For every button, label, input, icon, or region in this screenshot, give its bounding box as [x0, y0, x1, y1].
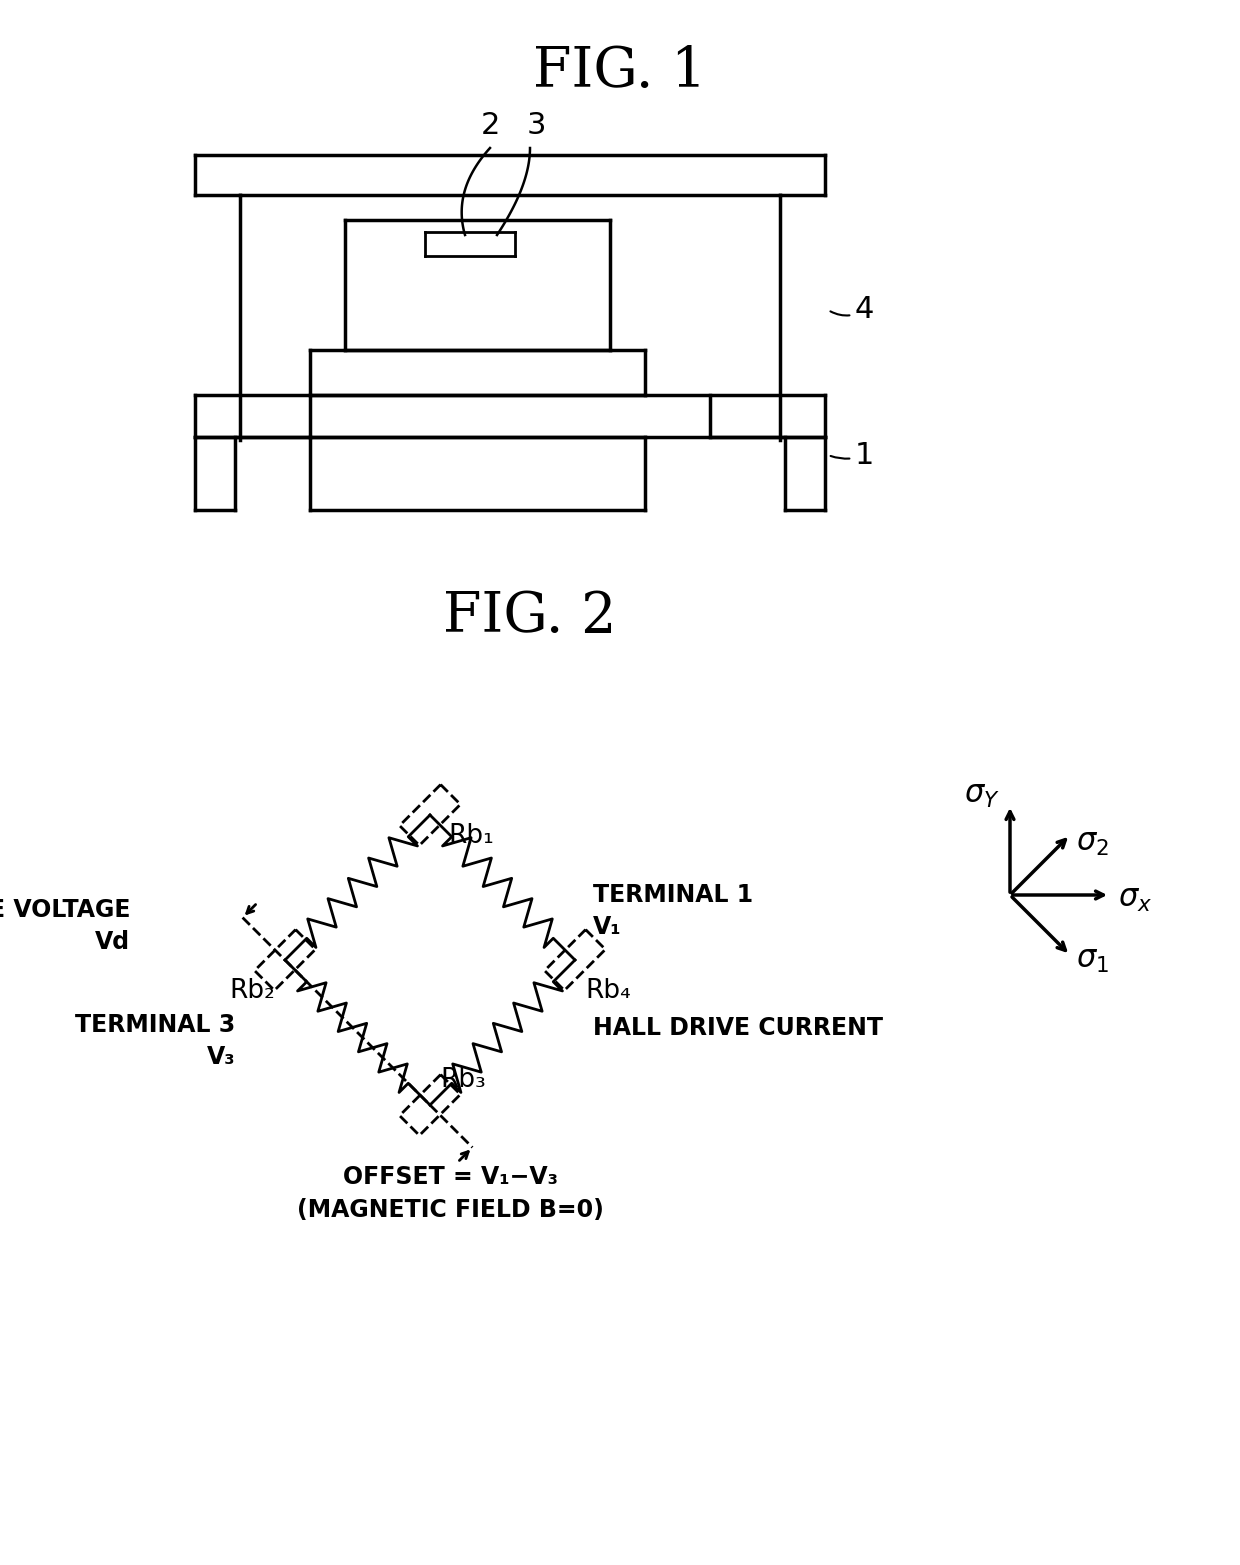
Text: FIG. 2: FIG. 2 [443, 590, 616, 645]
Text: $\sigma_Y$: $\sigma_Y$ [965, 781, 999, 809]
Text: 3: 3 [526, 111, 546, 139]
Text: Rb₄: Rb₄ [585, 978, 631, 1005]
Text: Rb₃: Rb₃ [440, 1067, 486, 1092]
Text: $\sigma_x$: $\sigma_x$ [1118, 886, 1152, 914]
Text: (MAGNETIC FIELD B=0): (MAGNETIC FIELD B=0) [296, 1197, 604, 1222]
Text: Vd: Vd [95, 930, 130, 955]
Text: HALL DRIVE CURRENT: HALL DRIVE CURRENT [593, 1016, 883, 1041]
Text: V₁: V₁ [593, 916, 621, 939]
Text: OFFSET = V₁−V₃: OFFSET = V₁−V₃ [342, 1164, 558, 1189]
Text: HALL DRIVE VOLTAGE: HALL DRIVE VOLTAGE [0, 898, 130, 922]
Text: FIG. 1: FIG. 1 [533, 45, 707, 99]
Text: 4: 4 [831, 296, 874, 324]
Text: $\sigma_1$: $\sigma_1$ [1076, 945, 1109, 975]
Text: 2: 2 [480, 111, 500, 139]
Text: Rb₁: Rb₁ [448, 823, 494, 848]
Text: TERMINAL 1: TERMINAL 1 [593, 883, 753, 908]
Text: Rb₂: Rb₂ [229, 978, 275, 1005]
Text: $\sigma_2$: $\sigma_2$ [1076, 829, 1109, 858]
Text: V₃: V₃ [207, 1045, 236, 1069]
Text: TERMINAL 3: TERMINAL 3 [74, 1013, 236, 1038]
Text: 1: 1 [831, 440, 874, 470]
